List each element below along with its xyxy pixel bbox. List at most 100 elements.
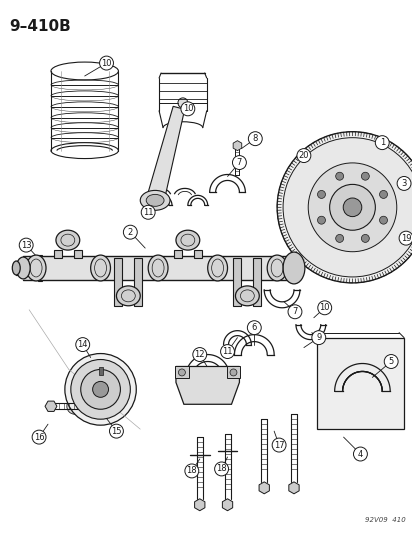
Ellipse shape bbox=[140, 190, 170, 211]
Text: 10: 10 bbox=[101, 59, 112, 68]
Text: 5: 5 bbox=[388, 357, 393, 366]
Text: 2: 2 bbox=[127, 228, 133, 237]
Circle shape bbox=[192, 348, 206, 361]
Text: 6: 6 bbox=[251, 323, 256, 332]
Circle shape bbox=[335, 172, 343, 180]
Circle shape bbox=[396, 176, 410, 190]
Ellipse shape bbox=[176, 230, 199, 250]
Circle shape bbox=[93, 382, 108, 397]
Ellipse shape bbox=[266, 255, 286, 281]
Circle shape bbox=[276, 132, 413, 283]
Ellipse shape bbox=[146, 195, 164, 206]
Polygon shape bbox=[253, 258, 261, 306]
Circle shape bbox=[71, 402, 78, 410]
Text: 1: 1 bbox=[379, 138, 384, 147]
Polygon shape bbox=[134, 258, 142, 306]
Ellipse shape bbox=[16, 257, 30, 279]
Circle shape bbox=[329, 184, 375, 230]
Circle shape bbox=[375, 136, 388, 150]
Bar bbox=[316, 337, 403, 429]
Circle shape bbox=[100, 56, 113, 70]
Text: 9: 9 bbox=[316, 333, 320, 342]
Text: 92V09  410: 92V09 410 bbox=[364, 516, 405, 523]
Circle shape bbox=[271, 438, 285, 452]
Polygon shape bbox=[146, 107, 184, 203]
Polygon shape bbox=[233, 141, 241, 151]
Circle shape bbox=[379, 216, 387, 224]
Text: 19: 19 bbox=[400, 233, 411, 243]
Text: 3: 3 bbox=[401, 179, 406, 188]
Circle shape bbox=[287, 305, 301, 319]
Ellipse shape bbox=[207, 255, 227, 281]
Circle shape bbox=[308, 163, 396, 252]
Circle shape bbox=[230, 369, 236, 376]
Text: 4: 4 bbox=[357, 449, 362, 458]
Text: 7: 7 bbox=[292, 307, 297, 316]
Circle shape bbox=[335, 235, 343, 243]
Circle shape bbox=[65, 353, 136, 425]
Circle shape bbox=[109, 424, 123, 438]
Text: 11: 11 bbox=[222, 347, 232, 356]
Bar bbox=[175, 367, 188, 378]
Circle shape bbox=[123, 225, 137, 239]
Circle shape bbox=[19, 238, 33, 252]
Text: 7: 7 bbox=[236, 158, 242, 167]
Ellipse shape bbox=[148, 255, 168, 281]
Ellipse shape bbox=[282, 252, 304, 284]
Polygon shape bbox=[288, 482, 299, 494]
Circle shape bbox=[353, 447, 366, 461]
Polygon shape bbox=[173, 250, 181, 258]
Circle shape bbox=[248, 132, 261, 146]
Text: 17: 17 bbox=[273, 441, 284, 449]
Polygon shape bbox=[222, 499, 232, 511]
Text: 11: 11 bbox=[142, 208, 153, 217]
Text: 13: 13 bbox=[21, 240, 31, 249]
Text: 8: 8 bbox=[252, 134, 257, 143]
Circle shape bbox=[361, 172, 368, 180]
Polygon shape bbox=[176, 367, 239, 404]
Circle shape bbox=[379, 190, 387, 198]
Circle shape bbox=[71, 360, 130, 419]
Circle shape bbox=[178, 98, 188, 108]
Circle shape bbox=[317, 301, 331, 315]
Circle shape bbox=[317, 190, 325, 198]
Text: 20: 20 bbox=[298, 151, 309, 160]
Circle shape bbox=[317, 216, 325, 224]
Circle shape bbox=[361, 235, 368, 243]
Text: 15: 15 bbox=[111, 426, 121, 435]
Circle shape bbox=[214, 462, 228, 476]
Circle shape bbox=[342, 198, 361, 216]
Circle shape bbox=[185, 464, 198, 478]
Polygon shape bbox=[193, 250, 201, 258]
Circle shape bbox=[178, 369, 185, 376]
Ellipse shape bbox=[56, 230, 80, 250]
Circle shape bbox=[383, 354, 397, 368]
Polygon shape bbox=[74, 250, 81, 258]
Circle shape bbox=[247, 321, 261, 335]
Circle shape bbox=[311, 330, 325, 345]
Circle shape bbox=[141, 205, 155, 219]
Ellipse shape bbox=[235, 286, 259, 306]
Circle shape bbox=[282, 138, 413, 277]
Circle shape bbox=[81, 369, 120, 409]
Polygon shape bbox=[259, 482, 269, 494]
Polygon shape bbox=[194, 499, 204, 511]
Bar bbox=[226, 367, 240, 378]
Text: 9–410B: 9–410B bbox=[9, 19, 71, 34]
Text: 10: 10 bbox=[319, 303, 329, 312]
Bar bbox=[98, 367, 102, 375]
Circle shape bbox=[32, 430, 46, 444]
Polygon shape bbox=[45, 401, 57, 411]
Polygon shape bbox=[233, 258, 241, 306]
Ellipse shape bbox=[12, 261, 20, 275]
Text: 12: 12 bbox=[194, 350, 204, 359]
Text: 10: 10 bbox=[182, 104, 192, 114]
Circle shape bbox=[220, 345, 234, 359]
Polygon shape bbox=[23, 256, 293, 280]
Circle shape bbox=[232, 156, 246, 169]
Text: 14: 14 bbox=[77, 340, 88, 349]
Ellipse shape bbox=[26, 255, 46, 281]
Circle shape bbox=[76, 337, 90, 352]
Ellipse shape bbox=[90, 255, 110, 281]
Circle shape bbox=[296, 149, 310, 163]
